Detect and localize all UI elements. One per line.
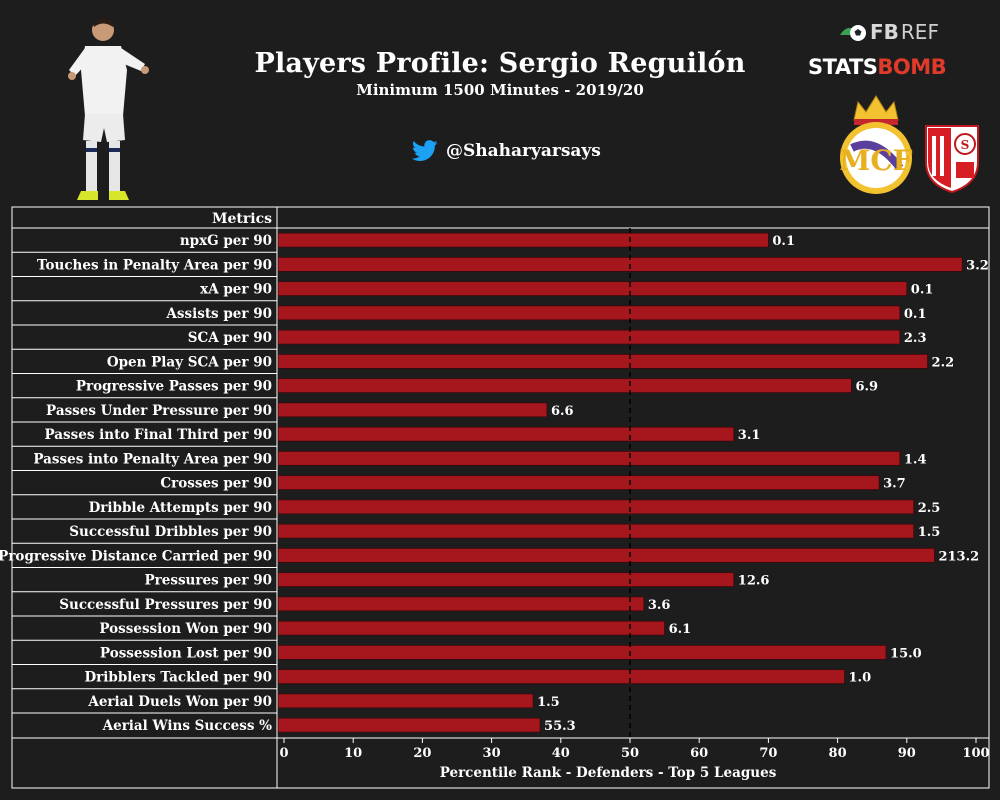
value-label: 3.1: [738, 428, 761, 443]
bar: [277, 693, 534, 709]
metric-label: Passes into Final Third per 90: [45, 427, 272, 443]
value-label: 1.5: [537, 695, 560, 710]
metric-label: xA per 90: [200, 282, 272, 298]
value-label: 6.9: [855, 380, 878, 395]
value-label: 12.6: [738, 574, 770, 589]
bar: [277, 256, 963, 272]
x-tick-label: 50: [621, 746, 639, 761]
metric-label: Dribble Attempts per 90: [89, 500, 272, 516]
chart-subtitle: Minimum 1500 Minutes - 2019/20: [356, 81, 644, 99]
x-tick-label: 100: [962, 746, 989, 761]
fbref-fb: FB: [870, 20, 899, 44]
value-label: 2.5: [918, 501, 941, 516]
metric-label: Touches in Penalty Area per 90: [37, 257, 272, 273]
bar: [277, 232, 769, 248]
metric-label: Progressive Distance Carried per 90: [0, 548, 272, 564]
metric-label: Dribblers Tackled per 90: [84, 670, 272, 686]
metric-label: Possession Won per 90: [99, 621, 272, 637]
sevilla-crest-icon: S: [925, 125, 979, 194]
bar: [277, 523, 915, 539]
value-label: 0.1: [772, 234, 795, 249]
fbref-ref: REF: [900, 20, 939, 44]
twitter-icon: [412, 140, 438, 161]
value-label: 3.6: [648, 598, 671, 613]
bar: [277, 450, 901, 466]
x-tick-label: 70: [759, 746, 777, 761]
value-label: 55.3: [544, 719, 576, 734]
soccer-ball-icon: [840, 25, 866, 41]
value-label: 2.3: [904, 331, 927, 346]
bar: [277, 669, 845, 685]
metric-label: Assists per 90: [165, 306, 272, 322]
metric-label: Pressures per 90: [145, 573, 273, 589]
x-tick-label: 10: [344, 746, 362, 761]
bar: [277, 281, 908, 297]
metric-label: Crosses per 90: [160, 476, 272, 492]
bar: [277, 499, 915, 515]
metric-label: Successful Dribbles per 90: [69, 524, 272, 540]
x-tick-label: 20: [413, 746, 431, 761]
metric-label: Aerial Wins Success %: [102, 718, 273, 734]
metric-label: Open Play SCA per 90: [107, 354, 272, 370]
metric-label: Successful Pressures per 90: [59, 597, 272, 613]
metric-label: SCA per 90: [188, 330, 272, 346]
value-label: 1.0: [849, 671, 872, 686]
metric-label: Passes Under Pressure per 90: [46, 403, 272, 419]
x-tick-label: 60: [690, 746, 708, 761]
player-photo: [68, 18, 149, 200]
bar: [277, 353, 928, 369]
twitter-handle: @Shaharyarsays: [446, 141, 601, 161]
value-label: 2.2: [932, 355, 955, 370]
twitter-credit: @Shaharyarsays: [412, 138, 601, 164]
x-tick-label: 40: [552, 746, 570, 761]
value-label: 1.5: [918, 525, 941, 540]
real-madrid-crest-icon: MCF: [839, 95, 913, 194]
fbref-logo: FB REF: [838, 18, 939, 46]
value-label: 0.1: [911, 283, 934, 298]
bar: [277, 620, 666, 636]
bar: [277, 572, 735, 588]
value-label: 3.2: [966, 258, 989, 273]
bar: [277, 644, 887, 660]
value-label: 213.2: [938, 549, 979, 564]
x-tick-label: 0: [279, 746, 288, 761]
x-axis-label: Percentile Rank - Defenders - Top 5 Leag…: [440, 765, 777, 781]
metric-label: Aerial Duels Won per 90: [87, 694, 272, 710]
bar: [277, 547, 935, 563]
value-label: 3.7: [883, 477, 906, 492]
metrics-header: Metrics: [212, 211, 272, 227]
bar: [277, 305, 901, 321]
bar: [277, 402, 548, 418]
value-label: 6.6: [551, 404, 574, 419]
bar: [277, 378, 852, 394]
statsbomb-logo: STATSBOMB: [808, 55, 947, 79]
metric-label: Progressive Passes per 90: [76, 379, 272, 395]
svg-text:MCF: MCF: [839, 144, 912, 177]
statsbomb-stats: STATS: [808, 55, 878, 79]
x-tick-label: 30: [483, 746, 501, 761]
value-label: 15.0: [890, 646, 922, 661]
bar: [277, 596, 645, 612]
bar: [277, 426, 735, 442]
bar: [277, 329, 901, 345]
metric-label: npxG per 90: [180, 233, 272, 249]
metric-label: Possession Lost per 90: [100, 645, 272, 661]
statsbomb-bomb: BOMB: [877, 55, 947, 79]
value-label: 0.1: [904, 307, 927, 322]
x-tick-label: 90: [898, 746, 916, 761]
value-label: 6.1: [669, 622, 692, 637]
bar: [277, 717, 541, 733]
x-tick-label: 80: [829, 746, 847, 761]
svg-text:S: S: [961, 138, 970, 152]
metric-label: Passes into Penalty Area per 90: [33, 451, 272, 467]
chart-frame: [11, 206, 990, 789]
value-label: 1.4: [904, 452, 927, 467]
bar: [277, 475, 880, 491]
header: Players Profile: Sergio Reguilón Minimum…: [0, 0, 1000, 205]
chart-title: Players Profile: Sergio Reguilón: [254, 48, 746, 79]
